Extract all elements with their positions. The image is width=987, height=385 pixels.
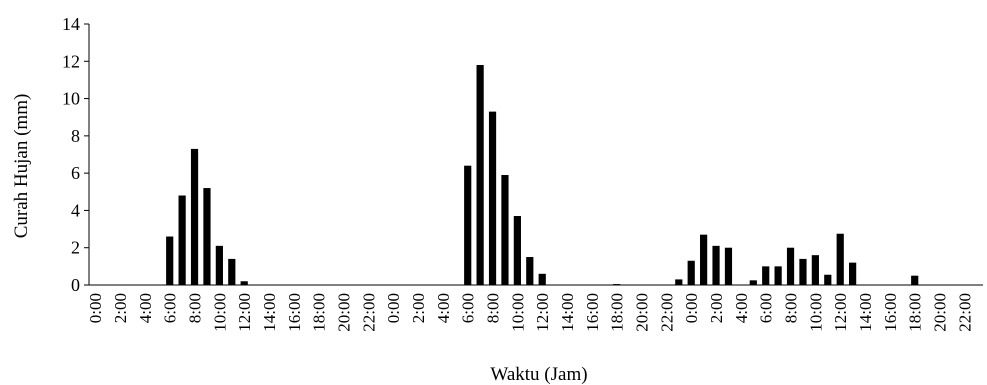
y-tick-label: 6: [71, 163, 80, 183]
x-tick-label: 16:00: [583, 293, 602, 332]
bar: [749, 280, 757, 285]
bar: [476, 65, 484, 285]
x-tick-label: 12:00: [831, 293, 850, 332]
x-tick-label: 2:00: [111, 293, 130, 323]
bar: [203, 188, 211, 285]
x-tick-label: 8:00: [484, 293, 503, 323]
bar: [538, 273, 546, 285]
x-tick-label: 10:00: [210, 293, 229, 332]
bar: [712, 245, 720, 285]
bars: [166, 65, 919, 286]
bar: [774, 266, 782, 285]
y-tick-label: 2: [71, 238, 80, 258]
x-tick-label: 6:00: [459, 293, 478, 323]
x-tick-label: 6:00: [757, 293, 776, 323]
x-tick-label: 14:00: [260, 293, 279, 332]
bar: [836, 233, 844, 285]
bar: [849, 262, 857, 285]
x-tick-label: 16:00: [881, 293, 900, 332]
y-tick-label: 10: [62, 89, 80, 109]
bar: [513, 216, 521, 285]
y-tick-label: 12: [62, 51, 80, 71]
y-tick-label: 14: [62, 14, 80, 34]
bar: [488, 111, 497, 286]
x-tick-label: 10:00: [508, 293, 527, 332]
bar: [724, 247, 733, 285]
x-tick-label: 16:00: [285, 293, 304, 332]
bar: [190, 148, 199, 285]
x-tick-label: 6:00: [161, 293, 180, 323]
x-tick-label: 14:00: [558, 293, 577, 332]
y-tick-label: 8: [71, 126, 80, 146]
bar: [911, 275, 919, 285]
y-axis-label: Curah Hujan (mm): [11, 94, 32, 239]
bar: [786, 247, 795, 285]
x-tick-label: 18:00: [906, 293, 925, 332]
bar: [215, 245, 223, 285]
bar: [700, 234, 708, 285]
x-axis-ticks: 0:00 2:00 4:00 6:00 8:00 10:00 12:00 14:00 16:00…: [86, 293, 974, 332]
bar: [824, 274, 832, 285]
x-tick-label: 12:00: [533, 293, 552, 332]
x-tick-label: 22:00: [955, 293, 974, 332]
bar: [799, 258, 807, 285]
bar: [501, 175, 509, 285]
bar: [228, 258, 236, 285]
x-tick-label: 0:00: [384, 293, 403, 323]
x-tick-label: 8:00: [782, 293, 801, 323]
x-tick-label: 10:00: [806, 293, 825, 332]
x-tick-label: 12:00: [235, 293, 254, 332]
bar: [762, 266, 770, 285]
bar: [526, 257, 534, 285]
x-tick-label: 20:00: [633, 293, 652, 332]
x-tick-label: 22:00: [657, 293, 676, 332]
x-axis-label: Waktu (Jam): [490, 364, 587, 385]
bar: [464, 165, 472, 285]
x-tick-label: 0:00: [682, 293, 701, 323]
x-tick-label: 4:00: [136, 293, 155, 323]
bar: [811, 255, 819, 285]
bar: [687, 260, 695, 285]
y-axis-ticks: 0 2 4 6 8 10 12 14: [62, 14, 89, 295]
x-tick-label: 2:00: [707, 293, 726, 323]
bar: [675, 279, 683, 285]
x-tick-label: 18:00: [608, 293, 627, 332]
x-tick-label: 0:00: [86, 293, 105, 323]
x-tick-label: 18:00: [310, 293, 329, 332]
bar: [166, 236, 174, 285]
x-tick-label: 4:00: [434, 293, 453, 323]
y-tick-label: 4: [71, 200, 80, 220]
x-tick-label: 22:00: [359, 293, 378, 332]
y-tick-label: 0: [71, 275, 80, 295]
x-tick-label: 14:00: [856, 293, 875, 332]
x-tick-label: 2:00: [409, 293, 428, 323]
x-tick-label: 20:00: [335, 293, 354, 332]
x-tick-label: 8:00: [186, 293, 205, 323]
bar: [240, 281, 248, 285]
x-tick-label: 4:00: [732, 293, 751, 323]
bar: [178, 195, 186, 285]
x-tick-label: 20:00: [931, 293, 950, 332]
